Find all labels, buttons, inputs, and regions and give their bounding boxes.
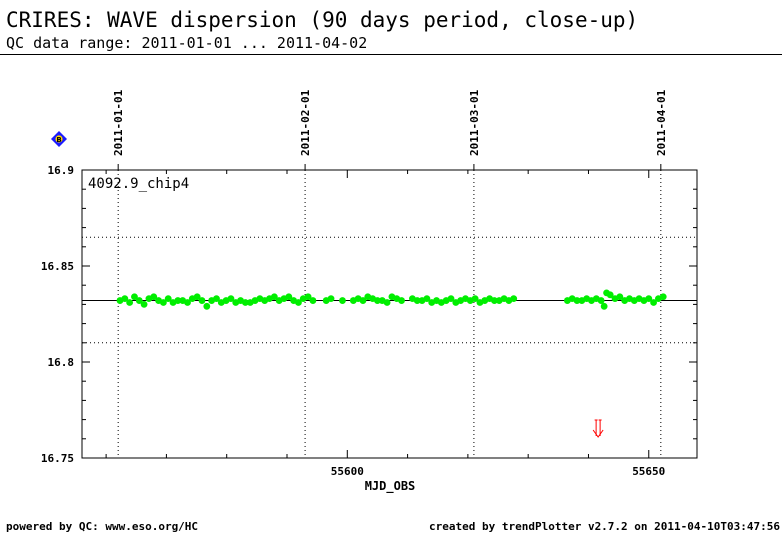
data-point <box>121 295 129 303</box>
y-tick-label: 16.85 <box>41 260 74 273</box>
data-point <box>241 299 249 306</box>
data-point <box>359 297 367 304</box>
page-subtitle: QC data range: 2011-01-01 ... 2011-04-02 <box>6 34 368 52</box>
data-points <box>116 289 667 310</box>
diamond-b-icon: B <box>51 131 67 147</box>
data-point <box>383 299 391 306</box>
data-point <box>374 297 381 304</box>
date-marker-label: 2011-03-01 <box>468 89 481 156</box>
outlier-markers <box>592 419 604 438</box>
data-point <box>295 299 302 306</box>
date-markers: 2011-01-01 2011-02-01 2011-03-01 2011-04-01 <box>112 89 668 170</box>
y-axis: 16.75 16.8 16.85 16.9 <box>41 164 697 465</box>
data-point <box>285 293 293 301</box>
data-point <box>650 299 657 306</box>
data-point <box>174 297 182 304</box>
data-point <box>193 293 201 301</box>
data-point <box>447 295 455 303</box>
data-point <box>423 295 431 303</box>
footer-timestamp: created by trendPlotter v2.7.2 on 2011-0… <box>429 520 780 533</box>
data-point <box>600 302 608 310</box>
data-point <box>227 295 235 303</box>
y-tick-label: 16.8 <box>48 356 75 369</box>
x-axis-label: MJD_OBS <box>365 479 416 494</box>
y-tick-label: 16.75 <box>41 452 74 465</box>
data-point <box>150 293 158 301</box>
data-point <box>645 295 653 303</box>
data-point <box>203 302 211 310</box>
data-point <box>659 293 667 301</box>
data-point <box>327 295 335 303</box>
header-divider <box>0 54 782 55</box>
data-point <box>339 297 346 304</box>
data-point <box>616 293 624 301</box>
outlier-arrow-head <box>592 429 604 438</box>
x-tick-label: 55600 <box>331 465 364 478</box>
data-point <box>309 297 317 304</box>
grid-lines <box>82 170 697 458</box>
data-point <box>471 295 479 303</box>
data-point <box>198 297 206 304</box>
data-point <box>573 297 581 304</box>
plot-frame <box>81 169 698 459</box>
page-title: CRIRES: WAVE dispersion (90 days period,… <box>6 8 639 32</box>
data-point <box>126 299 134 306</box>
data-point <box>510 295 518 303</box>
date-marker-label: 2011-04-01 <box>655 89 668 156</box>
date-marker-label: 2011-01-01 <box>112 89 125 156</box>
footer-credit: powered by QC: www.eso.org/HC <box>6 520 199 533</box>
data-point <box>413 297 421 304</box>
y-tick-label: 16.9 <box>48 164 75 177</box>
date-marker-label: 2011-02-01 <box>299 89 312 156</box>
double-arrow-down-icon <box>592 419 604 438</box>
data-point <box>606 291 614 299</box>
data-point <box>131 293 138 301</box>
x-axis: 55600 55650 <box>105 170 665 478</box>
data-point <box>184 299 191 306</box>
data-point <box>135 297 143 304</box>
data-point <box>597 297 605 304</box>
data-point <box>398 297 405 304</box>
data-point <box>140 301 148 308</box>
data-point <box>159 299 167 306</box>
data-point <box>164 295 172 303</box>
data-point <box>213 295 220 303</box>
data-point <box>491 297 498 304</box>
panel-label: 4092.9_chip4 <box>88 176 189 192</box>
svg-text:B: B <box>56 136 61 144</box>
data-point <box>270 293 278 301</box>
data-point <box>304 293 312 301</box>
x-tick-label: 55650 <box>632 465 665 478</box>
